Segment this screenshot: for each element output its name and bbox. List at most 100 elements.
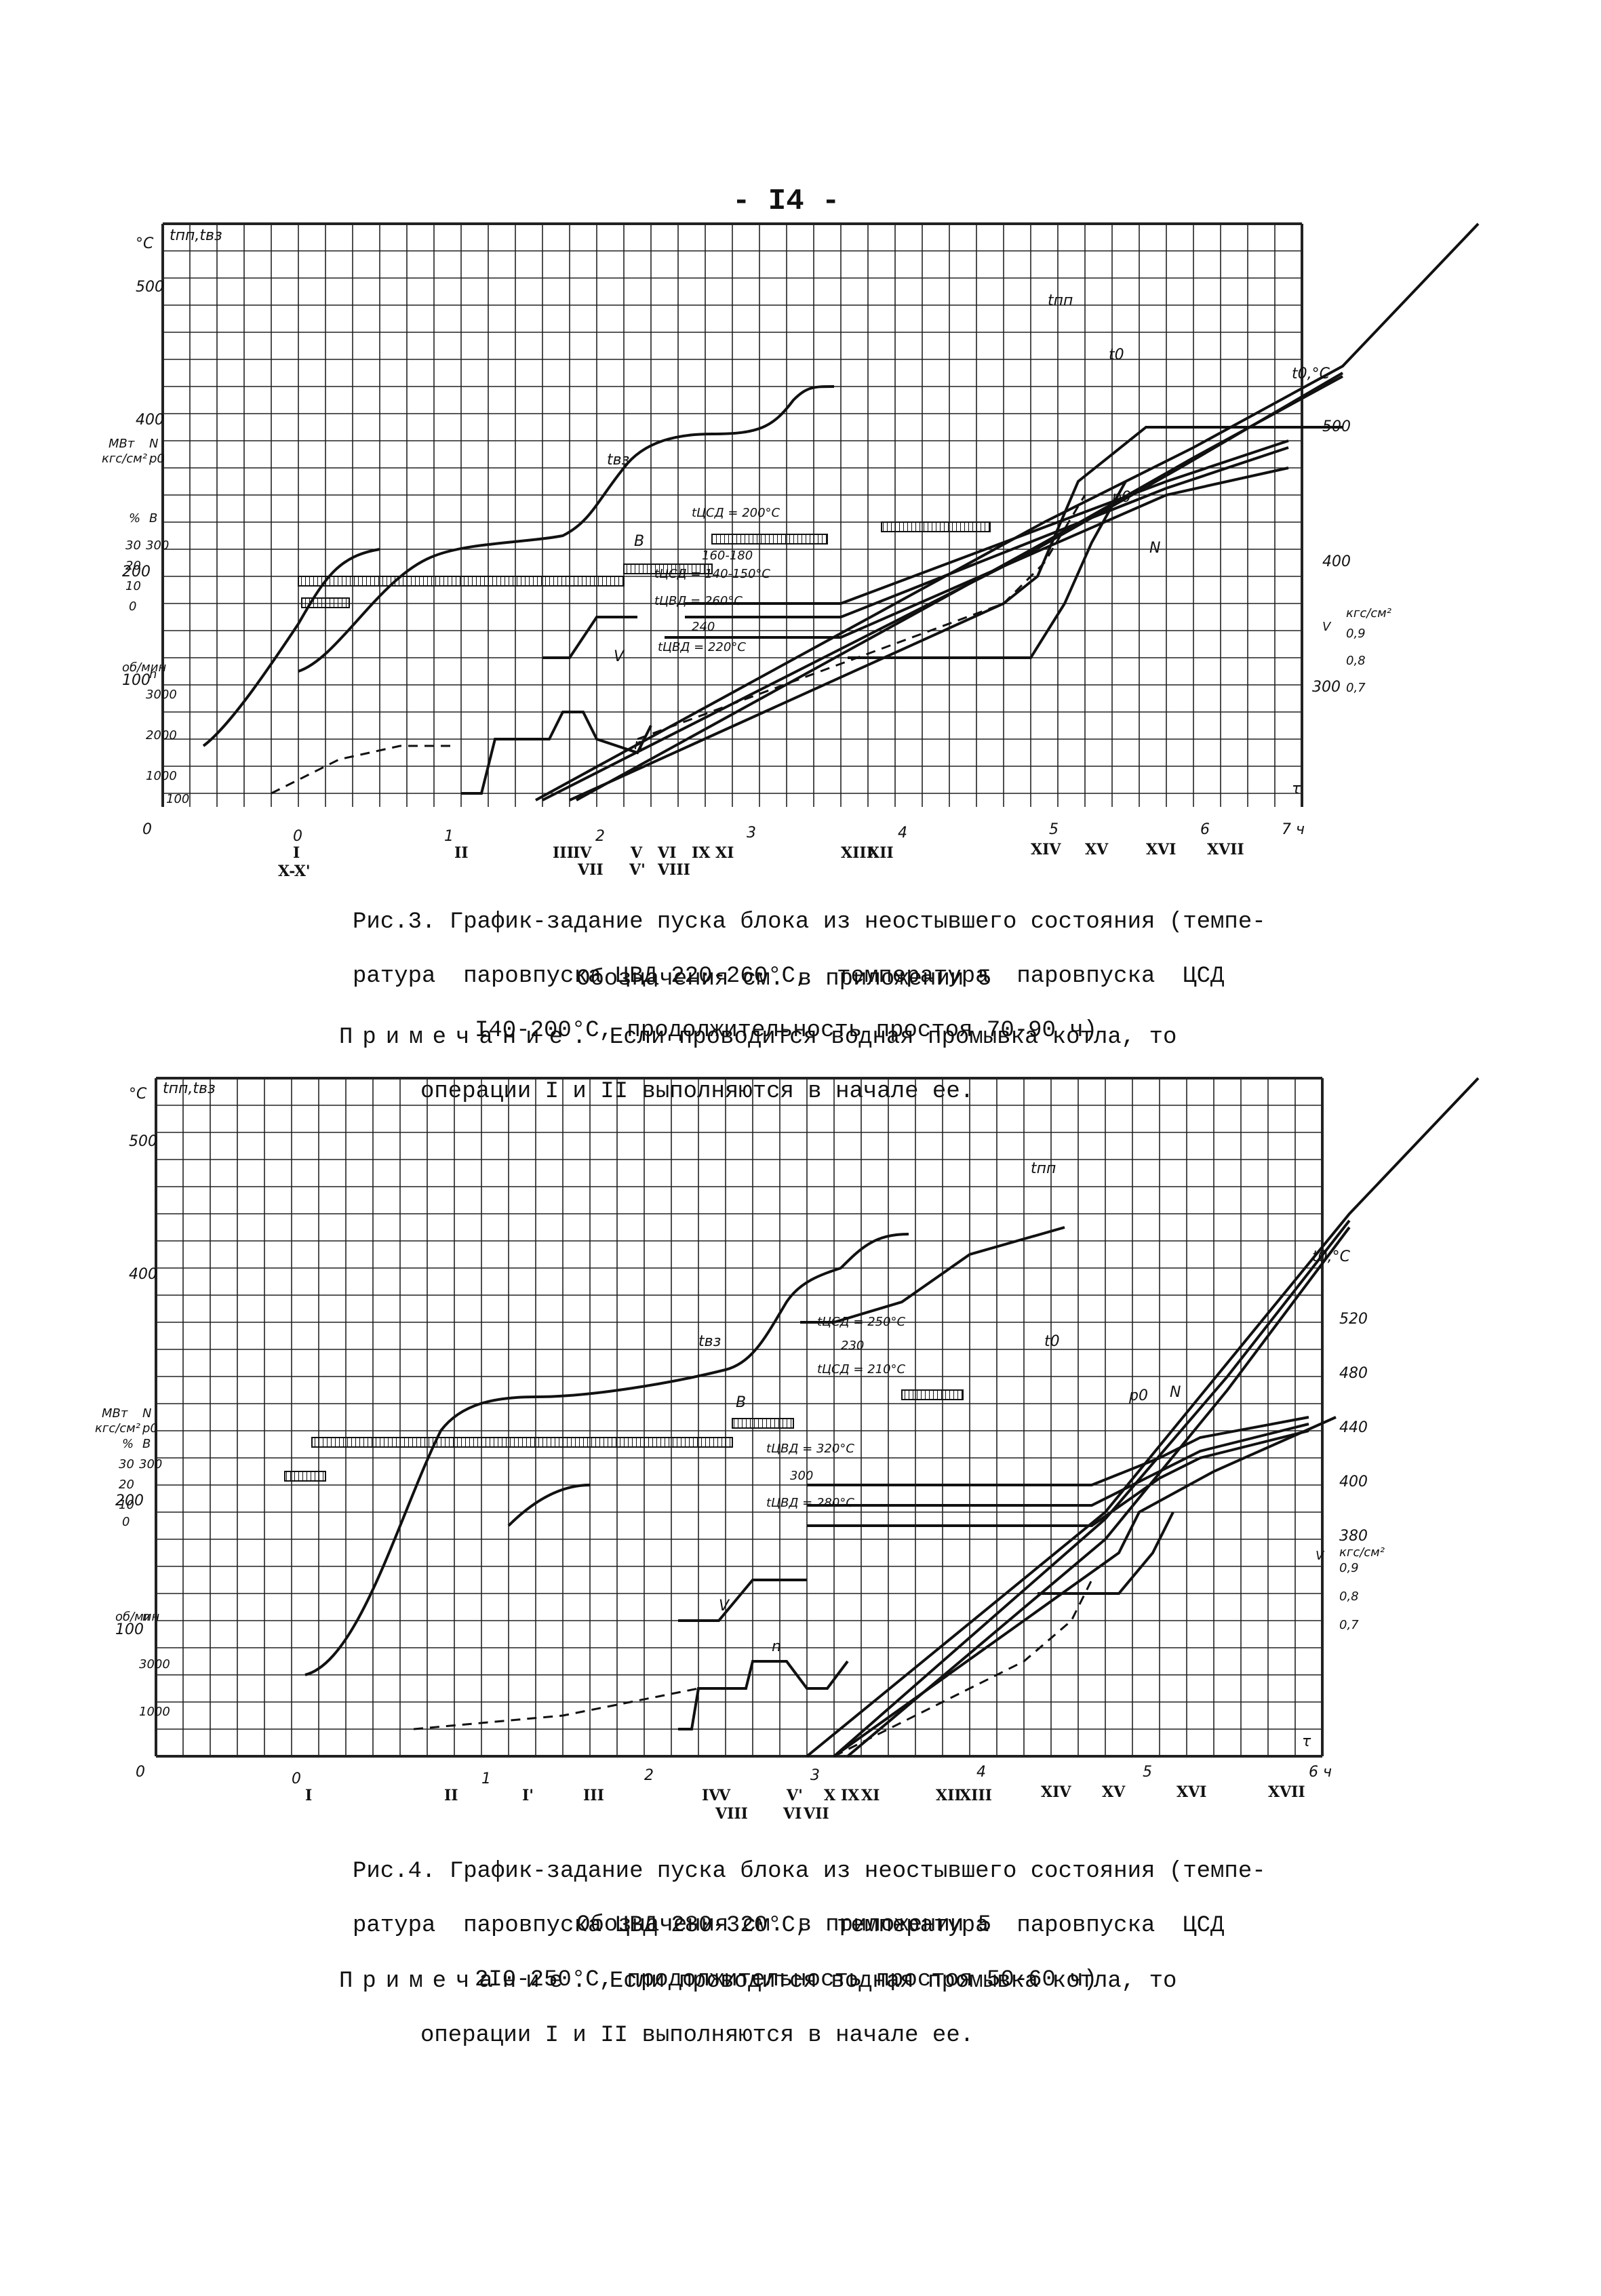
label-N: N — [1149, 540, 1160, 557]
pct-tick-20: 20 — [119, 1478, 134, 1492]
label-t-csd-210: tЦСД = 210°С — [817, 1362, 906, 1377]
axis-unit-c: °С — [136, 235, 154, 252]
curve-V — [678, 1579, 807, 1622]
bar-b-2 — [623, 563, 713, 574]
right-tick-300: 300 — [1312, 679, 1341, 696]
zero-tick: 0 — [142, 821, 152, 838]
operation-markers: I II I' III IV V VIII V' VI VII X IX XI … — [305, 1783, 1305, 1823]
x-tick-4: 4 — [976, 1764, 986, 1781]
right-title: t0,°С — [1292, 365, 1330, 382]
left-tick-500: 500 — [129, 1133, 157, 1150]
figure-3-svg: °С tпп,tвз 500 400 200 100 МВт N кгс/см²… — [102, 222, 1480, 880]
left-label-b: B — [149, 511, 157, 526]
curve-n — [678, 1660, 849, 1730]
curve-low-1 — [202, 548, 380, 747]
x-tick-3: 3 — [810, 1767, 820, 1784]
left-label-p: p0 — [142, 1421, 158, 1436]
axis-title-tpp: tпп,tвз — [170, 227, 222, 244]
figure-4-caption-line-2: ратура паровпуска ЦВД 280-320°С, темпера… — [353, 1913, 1225, 1939]
op-XV: XV — [1085, 841, 1109, 858]
bar-b-3 — [901, 1389, 964, 1400]
curve-t-pp-3 — [846, 1226, 1351, 1758]
op-XIII: XIII — [841, 844, 873, 862]
figure-4-caption-line-1: Рис.4. График-задание пуска блока из нео… — [353, 1859, 1266, 1884]
curve-t-0-1 — [807, 1416, 1309, 1486]
op-XVI: XVI — [1177, 1783, 1206, 1801]
curve-t-0-2 — [685, 446, 1289, 618]
curve-t-0-1 — [665, 467, 1289, 639]
right-tick-500: 500 — [1322, 418, 1351, 435]
pct-tick-0: 0 — [122, 1515, 130, 1529]
curve-t-0-3 — [807, 1429, 1309, 1527]
label-240: 240 — [692, 620, 715, 634]
label-t-pp: tпп — [1031, 1160, 1056, 1177]
x-tick-0: 0 — [292, 1770, 301, 1787]
figure-3-legend-ref: Обозначения см. в приложении 5 — [576, 966, 992, 992]
label-t-cvd-220: tЦВД = 220°С — [658, 640, 746, 654]
pct-tick-0: 0 — [129, 599, 136, 614]
operation-markers: I X-X' II III IV VII V VI V' VIII IX XI … — [278, 841, 1244, 880]
left-tick-500: 500 — [136, 279, 164, 296]
label-t-csd-200: tЦСД = 200°С — [692, 506, 780, 520]
n-tick-100: 100 — [166, 792, 189, 806]
left-tick-200: 200 — [122, 563, 151, 580]
x-tick-2: 2 — [595, 828, 605, 845]
op-V-prime: V' — [786, 1787, 803, 1804]
grid — [155, 1077, 1324, 1758]
left-label-kgs: кгс/см² — [95, 1421, 140, 1436]
curve-dashed — [271, 494, 1086, 795]
op-I-prime: I' — [522, 1787, 534, 1804]
figure-4-note-text-1: Если проводится водная промывка котла, т… — [595, 1968, 1177, 1994]
op-II: II — [444, 1787, 458, 1804]
label-B: B — [736, 1394, 746, 1411]
curve-low-1 — [507, 1484, 591, 1527]
left-tick-100: 100 — [115, 1621, 144, 1638]
right-tick-400: 400 — [1322, 553, 1351, 570]
right-v: V — [1316, 1549, 1325, 1563]
op-IX: IX — [841, 1787, 860, 1804]
label-t-cvd-260: tЦВД = 260°С — [654, 594, 743, 608]
op-XII: XII — [936, 1787, 962, 1804]
bar-b-3 — [711, 534, 828, 545]
bar-b-1 — [298, 576, 625, 587]
op-XVI: XVI — [1146, 841, 1176, 858]
b-tick-300: 300 — [139, 1457, 162, 1471]
label-B: B — [634, 533, 644, 550]
op-IX: IX — [692, 844, 711, 862]
curve-p0 — [848, 481, 1127, 659]
left-tick-400: 400 — [136, 412, 164, 429]
op-XV: XV — [1102, 1783, 1126, 1801]
page-number: - I4 - — [732, 184, 840, 218]
right-tick-440: 440 — [1339, 1419, 1368, 1436]
pct-tick-30: 30 — [119, 1457, 134, 1471]
bar-b-2 — [732, 1418, 794, 1429]
pct-tick-30: 30 — [125, 538, 141, 553]
op-I: I — [305, 1787, 312, 1804]
left-tick-100: 100 — [122, 672, 151, 689]
figure-3-note: Примечание. Если проводится водная промы… — [339, 997, 1177, 1132]
figure-3-note-text-1: Если проводится водная промывка котла, т… — [595, 1025, 1177, 1050]
left-label-pct: % — [129, 511, 140, 526]
op-V-prime: V' — [629, 861, 646, 879]
curve-t-pp-1 — [535, 222, 1480, 801]
label-t-csd-250: tЦСД = 250°С — [817, 1315, 906, 1329]
tau-label: τ — [1292, 780, 1301, 797]
x-tick-4: 4 — [898, 825, 907, 842]
label-230: 230 — [841, 1339, 864, 1353]
label-t-0: t0 — [1044, 1333, 1060, 1350]
curve-N — [569, 426, 1343, 801]
figure-3-note-text-2: операции I и II выполняются в начале ее. — [420, 1079, 974, 1105]
label-t-cvd-280: tЦВД = 280°С — [766, 1496, 854, 1510]
label-p0: p0 — [1111, 489, 1131, 506]
left-label-b: B — [142, 1437, 151, 1451]
curve-p0 — [1037, 1511, 1174, 1595]
tau-label: τ — [1302, 1733, 1311, 1750]
x-tick-1: 1 — [444, 828, 454, 845]
label-300: 300 — [790, 1469, 813, 1483]
op-XII: XII — [868, 844, 894, 862]
label-t-0: t0 — [1109, 347, 1124, 363]
x-tick-1: 1 — [481, 1770, 491, 1787]
curve-t-0-3 — [685, 439, 1289, 605]
right-v-tick-09: 0,9 — [1346, 627, 1366, 641]
right-v-tick-09: 0,9 — [1339, 1561, 1359, 1575]
